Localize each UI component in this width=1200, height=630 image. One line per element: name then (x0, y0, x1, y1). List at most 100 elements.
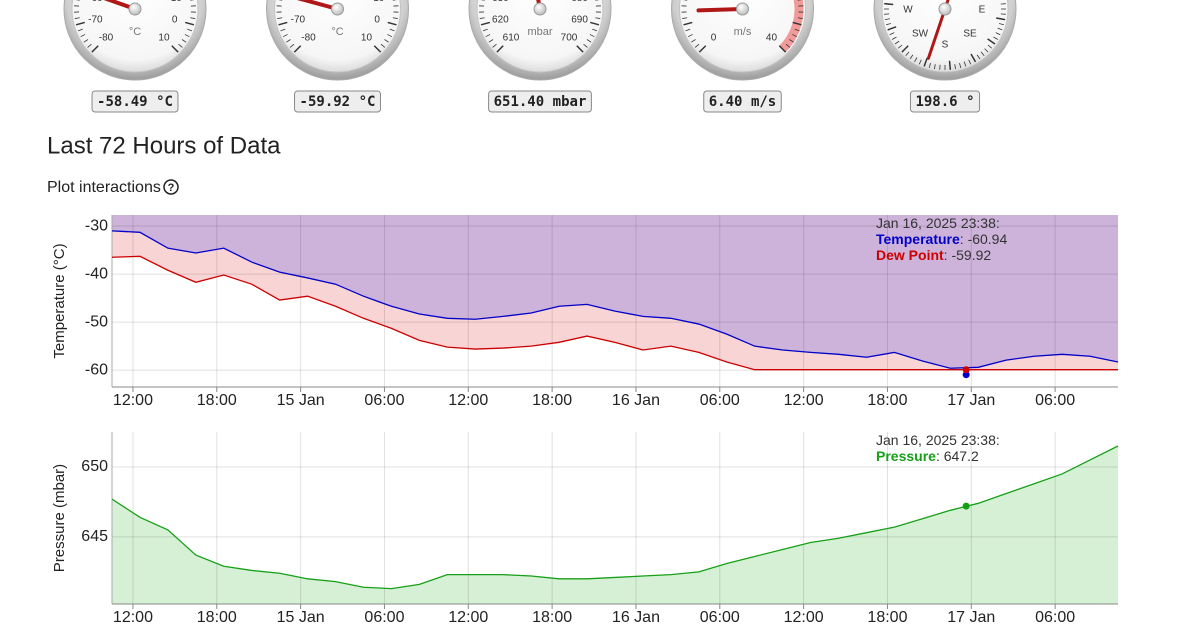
y-tick-label: -30 (85, 217, 108, 234)
line (111, 255, 1118, 371)
gauge-tick (289, 43, 295, 48)
gauge-tick (496, 45, 504, 53)
gauge-tick (576, 45, 584, 53)
gauge-tick (184, 34, 190, 38)
gauge-tick (583, 43, 588, 48)
hover-point (962, 502, 970, 510)
plot-interactions-label[interactable]: Plot interactions (47, 179, 161, 196)
compass-label: SE (963, 29, 977, 40)
gauges: -80-70-60-10010°C-58.49°C-80-70-10010°C-… (63, 0, 1017, 113)
x-tick-label: 12:00 (784, 609, 824, 626)
x-tick-label: 12:00 (113, 392, 153, 409)
gauge-tick-label: 620 (492, 14, 509, 25)
gauge-tick (185, 21, 195, 26)
x-tick-label: 18:00 (867, 609, 907, 626)
readout: -58.49 °C (97, 94, 173, 110)
x-tick-label: 16 Jan (612, 609, 660, 626)
gauge-tick (479, 17, 485, 19)
gauge-tick-label: -10 (370, 0, 385, 4)
gauge: -80 -70 -10 010 °C -59.92 °C (266, 0, 409, 113)
gauge-tick (277, 17, 283, 19)
gauge-cap (128, 2, 142, 16)
gauge-needle (296, 0, 340, 11)
gauge-tick (928, 62, 931, 69)
readout-value: 198.6 (915, 94, 957, 110)
gauge-tick (909, 54, 914, 60)
gauge-tick (792, 21, 802, 26)
gauge-tick (595, 17, 601, 19)
readout-value: -59.92 (300, 94, 351, 110)
y-tick-label: 645 (81, 528, 108, 545)
gauge-tick-label: 40 (766, 33, 778, 44)
readout: 651.40 mbar (494, 94, 587, 110)
gauge-tick (187, 28, 193, 32)
gauge-tick (280, 28, 286, 32)
gauge-tick (492, 43, 497, 48)
x-tick-label: 18:00 (532, 609, 572, 626)
tooltip: Jan 16, 2025 23:38: Temperature -60.94 D… (876, 215, 1007, 263)
gauge-tick (685, 28, 691, 32)
gauge-tick (485, 34, 491, 38)
gauge-face (274, 0, 401, 73)
x-tick-label: 12:00 (448, 609, 488, 626)
x-tick-label: 06:00 (1035, 609, 1075, 626)
hover-point (962, 371, 970, 379)
readout-box (488, 90, 592, 113)
gauge-tick (691, 39, 696, 43)
gauge-tick (987, 38, 996, 45)
gauge-tick (190, 17, 196, 19)
x-tick-label: 06:00 (1035, 392, 1075, 409)
readout-value: -58.49 (97, 94, 148, 110)
gauge-tick (387, 34, 393, 38)
x-tick-label: 06:00 (700, 392, 740, 409)
gauge-tick-label: 0 (172, 14, 178, 25)
readout-unit: mbar (553, 94, 587, 110)
x-tick-label: 12:00 (784, 392, 824, 409)
gauge-tick (384, 39, 389, 43)
gauge-tick-label: 10 (361, 33, 373, 44)
gauge-tick (698, 45, 707, 53)
gauge-tick (389, 28, 395, 32)
help-icon[interactable] (163, 179, 179, 195)
help-icon-glyph[interactable]: ? (168, 182, 175, 194)
gauge-tick (278, 21, 288, 26)
gauge: 0 40 m/s 6.40 m/s (671, 0, 814, 113)
x-tick-label: 18:00 (197, 609, 237, 626)
readout: 6.40 m/s (709, 94, 777, 110)
gauge-tick (794, 28, 800, 32)
gauge-tick (792, 34, 798, 38)
gauge-tick-label: -80 (301, 33, 316, 44)
gauge-tick (887, 26, 897, 31)
gauge-tick-label: 0 (711, 33, 717, 44)
gauge-tick-label: -70 (291, 14, 306, 25)
gauge-tick (75, 21, 85, 26)
compass-label: S (942, 40, 949, 51)
x-tick-label: 12:00 (113, 609, 153, 626)
gauge-unit: mbar (527, 26, 552, 38)
y-axis-label: Pressure (mbar) (51, 464, 68, 572)
y-tick-label: 650 (81, 458, 108, 475)
gauge-tick-label: 700 (561, 33, 578, 44)
x-tick-label: 16 Jan (612, 392, 660, 409)
gauge-tick (785, 43, 791, 48)
gauge-tick (959, 62, 962, 69)
gauge-tick (778, 45, 787, 53)
tooltip-series-name: Temperature (876, 231, 964, 247)
tooltip-series-name: Pressure (876, 448, 940, 464)
gauge-tick (91, 45, 99, 53)
charts: -30 -40 -50 -60 12:00 18:00 15 Jan 06:00 12:00 18… (51, 215, 1119, 626)
gauge-tick (976, 54, 981, 60)
tooltip-row: Dew Point -59.92 (876, 247, 1007, 263)
gauge-tick (884, 18, 890, 20)
gauge-cap (533, 2, 547, 16)
gauge-tick-label: 10 (158, 33, 170, 44)
gauge-tick-label: -80 (99, 33, 114, 44)
gauge-red-zone (779, 0, 804, 53)
tooltip-value: -59.92 (951, 247, 992, 263)
tooltip-value: -60.94 (967, 231, 1008, 247)
readout-unit: ° (966, 94, 974, 110)
compass-label: E (979, 5, 986, 16)
readout-value: 651.40 (494, 94, 545, 110)
tooltip-title: Jan 16, 2025 23:38: (876, 432, 1000, 448)
readout-box (294, 90, 381, 113)
